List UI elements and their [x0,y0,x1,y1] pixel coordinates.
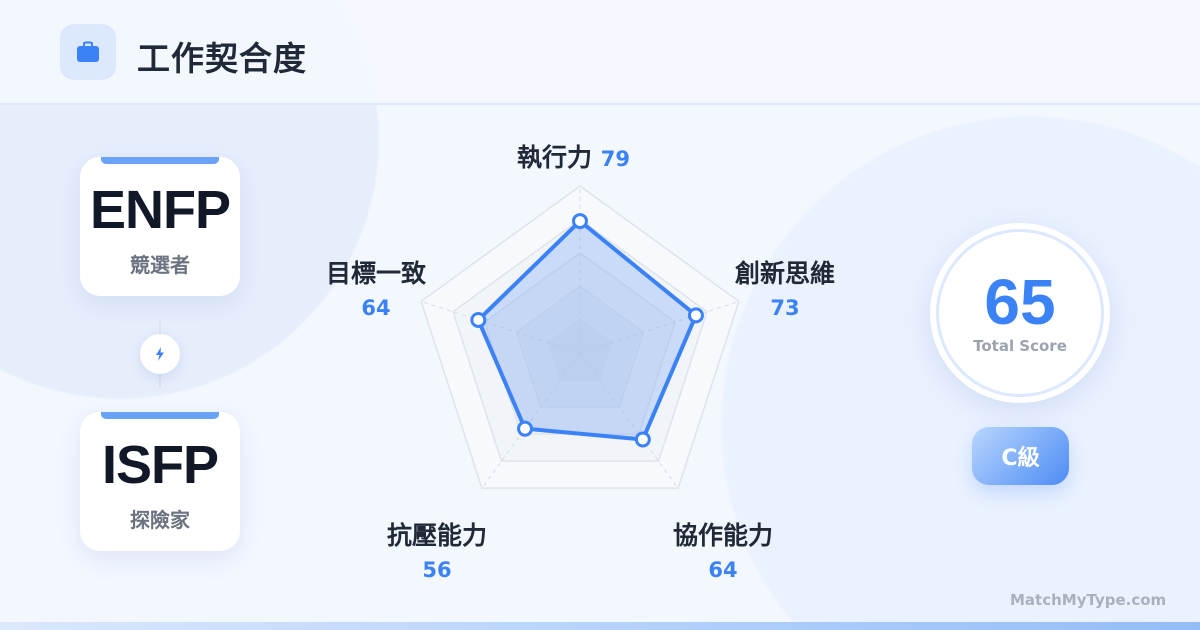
data-point [517,420,534,437]
score-label: Total Score [973,337,1067,355]
card-accent-bar [101,412,219,419]
header: 工作契合度 [0,0,1200,105]
axis-name: 執行力 [517,143,593,172]
axis-value: 64 [361,296,391,320]
data-point [634,431,651,448]
page-title: 工作契合度 [137,39,307,78]
type-name: 競選者 [130,253,190,277]
spoke-line [421,300,581,354]
axis-value: 79 [600,147,630,171]
card-accent-bar [101,157,219,164]
spoke-line [579,352,679,489]
data-point [687,307,704,324]
type-code: ENFP [89,180,231,240]
spoke-line [481,352,581,489]
briefcase-icon [60,24,116,80]
spoke-line [579,300,739,354]
type-card-isfp: ISFP 探險家 [80,412,240,551]
total-score-badge: 65 Total Score [930,223,1110,403]
data-point [572,213,588,230]
type-code: ISFP [101,435,219,495]
radar-area [476,219,698,442]
axis-label-stress: 抗壓能力 56 [372,516,502,582]
data-point [470,311,487,328]
lightning-icon [140,334,180,374]
axis-label-collaboration: 協作能力 64 [658,516,788,582]
axis-label-execution: 執行力 79 [517,138,630,174]
axis-name: 目標一致 [325,259,426,288]
axis-label-innovation: 創新思維 73 [720,254,850,320]
axis-name: 創新思維 [734,259,835,288]
score-ring [936,229,1104,397]
footer-brand: MatchMyType.com [1010,591,1167,609]
grade-badge: C級 [972,427,1069,485]
axis-name: 抗壓能力 [386,521,487,550]
type-name: 探險家 [130,508,190,532]
axis-value: 64 [708,558,738,582]
axis-value: 56 [422,558,452,582]
axis-label-goals: 目標一致 64 [311,254,441,320]
score-value: 65 [984,266,1056,338]
axis-value: 73 [770,296,800,320]
axis-name: 協作能力 [672,521,773,550]
type-card-enfp: ENFP 競選者 [80,157,240,296]
bottom-bar [0,622,1200,630]
